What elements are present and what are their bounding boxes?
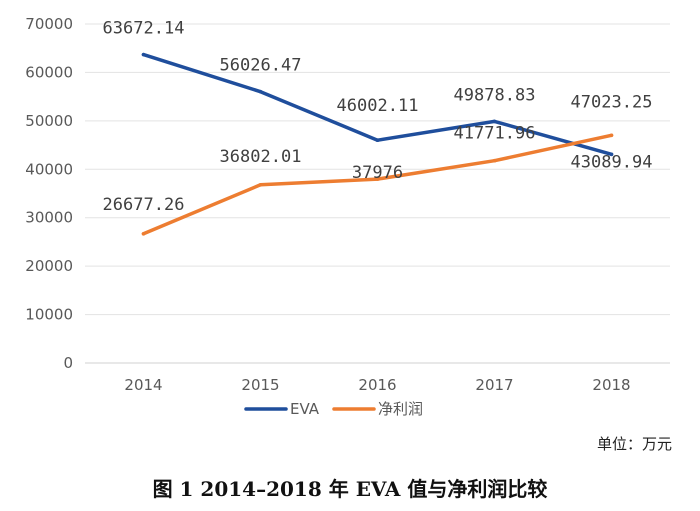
y-tick-label: 70000 [25, 15, 73, 33]
x-tick-label: 2017 [475, 376, 513, 394]
data-point [375, 138, 380, 143]
legend-label: 净利润 [378, 400, 423, 418]
data-label: 43089.94 [571, 152, 653, 172]
x-tick-label: 2015 [241, 376, 279, 394]
data-point [492, 119, 497, 124]
series-lines [141, 52, 614, 236]
x-tick-label: 2016 [358, 376, 396, 394]
y-tick-label: 50000 [25, 112, 73, 130]
data-label: 46002.11 [337, 96, 419, 116]
y-tick-label: 40000 [25, 160, 73, 178]
y-tick-label: 20000 [25, 257, 73, 275]
unit-label: 单位：万元 [596, 435, 672, 453]
data-point [141, 52, 146, 57]
legend-label: EVA [290, 400, 320, 418]
y-tick-label: 60000 [25, 63, 73, 81]
data-label: 49878.83 [454, 85, 536, 105]
data-label: 41771.96 [454, 124, 536, 144]
figure-caption: 图 1 2014–2018 年 EVA 值与净利润比较 [152, 477, 548, 501]
series-line-net-profit [141, 133, 614, 236]
y-axis-ticks: 0 10000 20000 30000 40000 50000 60000 70000 [25, 15, 73, 372]
data-label: 63672.14 [103, 19, 185, 39]
data-label: 26677.26 [103, 195, 185, 215]
data-labels: 63672.14 56026.47 46002.11 49878.83 43089.94… [103, 19, 653, 215]
data-point [141, 232, 146, 236]
data-point [258, 182, 263, 187]
data-label: 47023.25 [571, 92, 653, 112]
y-tick-label: 0 [63, 354, 73, 372]
legend: EVA 净利润 [244, 400, 423, 418]
data-point [609, 133, 614, 138]
data-label: 56026.47 [220, 56, 302, 76]
gridlines [85, 23, 670, 364]
data-point [375, 177, 380, 181]
data-point [609, 152, 614, 157]
x-axis-ticks: 2014 2015 2016 2017 2018 [124, 376, 630, 394]
y-tick-label: 10000 [25, 306, 73, 324]
data-point [492, 158, 497, 163]
data-label: 36802.01 [220, 147, 302, 167]
x-tick-label: 2018 [592, 376, 630, 394]
data-label: 37976 [352, 163, 403, 183]
data-point [258, 89, 263, 94]
y-tick-label: 30000 [25, 209, 73, 227]
x-tick-label: 2014 [124, 376, 162, 394]
